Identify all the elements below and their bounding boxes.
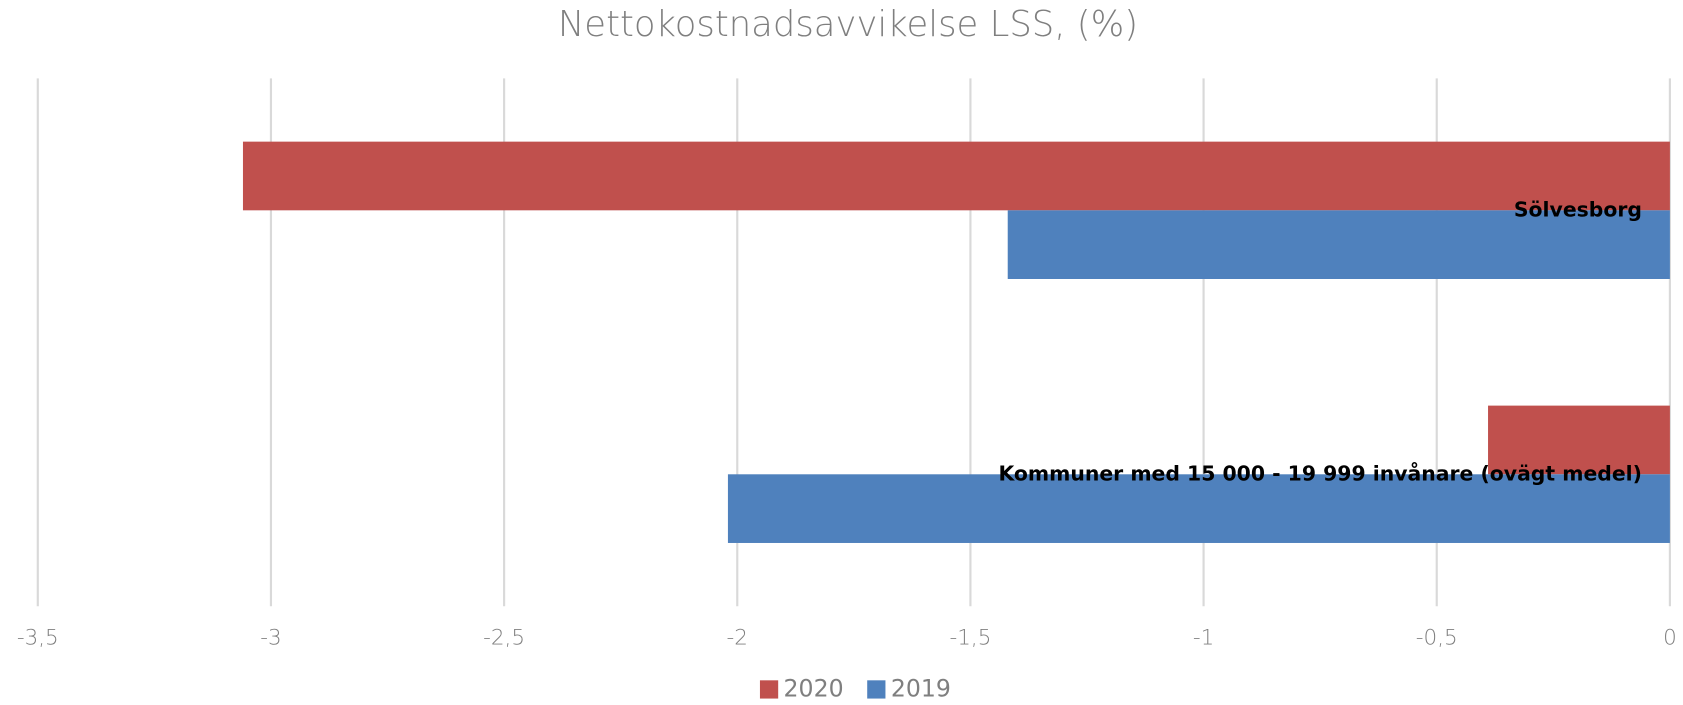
x-tick-label: -1,5 [949,625,991,650]
x-tick-label: 0 [1663,625,1677,650]
x-tick-label: -3,5 [17,625,59,650]
bar [1488,405,1670,475]
category-label: Kommuner med 15 000 - 19 999 invånare (o… [998,460,1642,485]
legend-swatch [759,680,779,699]
bar [242,141,1670,211]
legend-label: 2019 [891,674,951,702]
x-tick-label: -3 [260,625,281,650]
bar [727,474,1670,543]
x-tick-label: -2 [727,625,748,650]
x-tick-label: -2,5 [483,625,525,650]
legend-swatch [867,680,886,699]
bar [1007,210,1670,279]
chart-title: Nettokostnadsavvikelse LSS, (%) [558,4,1138,45]
category-label: Sölvesborg [1514,197,1642,221]
x-tick-label: -0,5 [1416,625,1458,650]
legend-label: 2020 [784,674,844,702]
x-tick-label: -1 [1193,625,1214,650]
